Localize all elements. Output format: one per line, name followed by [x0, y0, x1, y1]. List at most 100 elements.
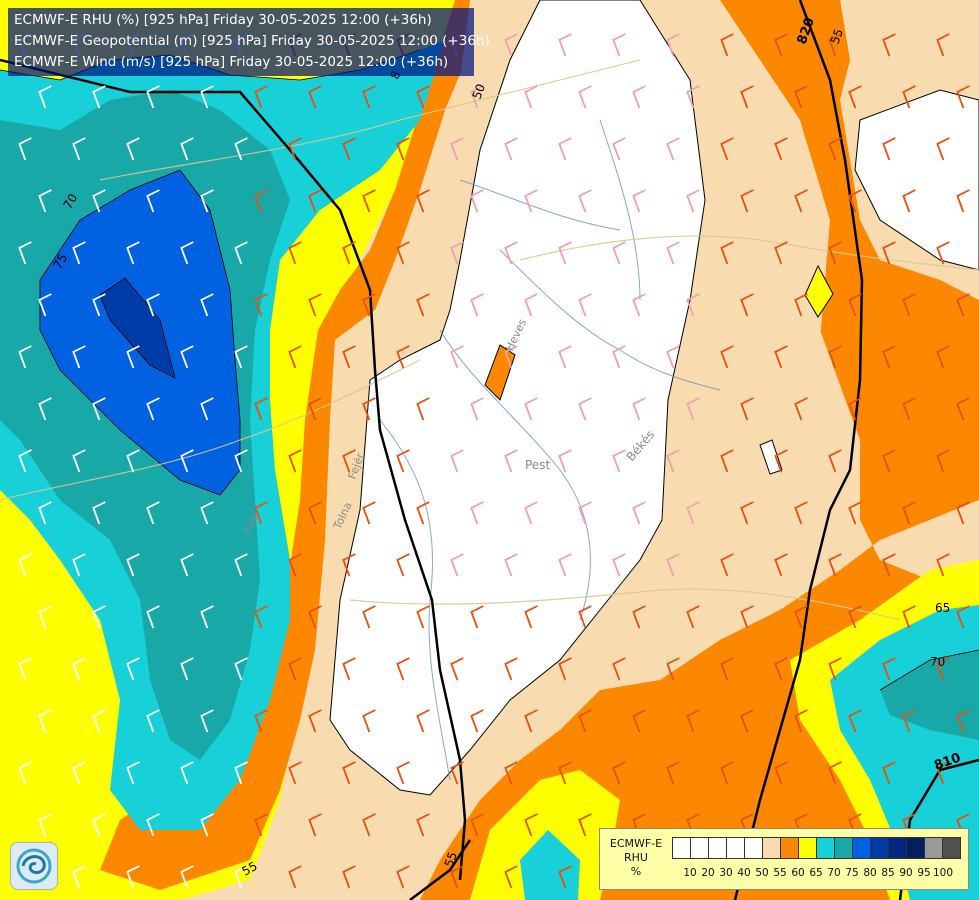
contour-label: 55 — [240, 859, 260, 879]
wind-barbs — [18, 33, 970, 889]
wind-barb — [774, 657, 788, 681]
contour-label: 55 — [442, 850, 460, 869]
contour-label: 70 — [60, 191, 80, 211]
wind-barb — [524, 501, 538, 525]
wind-barb — [882, 449, 896, 473]
wind-barb — [794, 605, 808, 629]
contour-label: 65 — [935, 601, 950, 615]
rh-region-60-west — [100, 0, 490, 890]
wind-barb — [774, 137, 788, 161]
wind-barb — [956, 709, 970, 733]
legend-swatch — [924, 837, 943, 859]
legend-tick-label: 70 — [827, 867, 841, 879]
legend-swatch — [816, 837, 835, 859]
wind-barb — [558, 657, 572, 681]
wind-barb — [612, 137, 626, 161]
wind-barb — [288, 241, 302, 265]
geopotential-line — [409, 839, 472, 900]
wind-barb — [558, 137, 572, 161]
wind-barb — [396, 657, 410, 681]
wind-barb — [92, 709, 106, 733]
wind-barb — [612, 345, 626, 369]
wind-barb — [92, 501, 106, 525]
wind-barb — [200, 85, 214, 109]
legend-swatch — [708, 837, 727, 859]
wind-barb — [146, 85, 160, 109]
wind-barb — [720, 657, 734, 681]
wind-barb — [828, 33, 842, 57]
wind-barb — [38, 293, 52, 317]
river-lines — [379, 119, 721, 781]
wind-barb — [180, 449, 194, 473]
wind-barb — [558, 33, 572, 57]
wind-barb — [470, 605, 484, 629]
wind-barb — [72, 657, 86, 681]
wind-barb — [450, 449, 464, 473]
wind-barb — [504, 657, 518, 681]
wind-barb — [578, 709, 592, 733]
wind-barb — [362, 293, 376, 317]
wind-barb — [902, 85, 916, 109]
wind-barb — [470, 397, 484, 421]
wind-barb — [416, 501, 430, 525]
wind-barb — [146, 501, 160, 525]
wind-barb — [362, 85, 376, 109]
wind-barb — [126, 241, 140, 265]
legend-title-model: ECMWF-E — [609, 837, 663, 850]
wind-barb — [18, 761, 32, 785]
wind-barb — [882, 33, 896, 57]
wind-barb — [774, 761, 788, 785]
wind-barb — [18, 137, 32, 161]
wind-barb — [396, 761, 410, 785]
wind-barb — [146, 605, 160, 629]
wind-barb — [450, 553, 464, 577]
contour-label: 70 — [930, 655, 945, 669]
wind-barb — [578, 813, 592, 837]
wind-barb — [18, 449, 32, 473]
wind-barb — [396, 865, 410, 889]
wind-barb — [666, 33, 680, 57]
wind-barb — [936, 553, 950, 577]
rh-blob-50-east — [759, 439, 783, 475]
wind-barb — [396, 553, 410, 577]
wind-barb — [200, 501, 214, 525]
wind-barb — [956, 293, 970, 317]
wind-barb — [902, 189, 916, 213]
wind-barb — [848, 189, 862, 213]
legend-tick-label: 50 — [755, 867, 769, 879]
legend-tick-label: 65 — [809, 867, 823, 879]
wind-barb — [740, 605, 754, 629]
wind-barb — [288, 553, 302, 577]
wind-barb — [470, 813, 484, 837]
wind-barb — [234, 241, 248, 265]
wind-barb — [72, 241, 86, 265]
wind-barb — [362, 189, 376, 213]
wind-barb — [578, 605, 592, 629]
wind-barb — [200, 605, 214, 629]
wind-barb — [882, 137, 896, 161]
wind-barb — [740, 189, 754, 213]
wind-barb — [146, 189, 160, 213]
wind-barb — [396, 449, 410, 473]
wind-barb — [470, 293, 484, 317]
wind-barb — [740, 85, 754, 109]
contour-label: 75 — [50, 251, 70, 271]
wind-barb — [362, 709, 376, 733]
wind-barb — [342, 761, 356, 785]
wind-barb — [558, 449, 572, 473]
wind-barb — [578, 85, 592, 109]
wind-barb — [234, 553, 248, 577]
wind-barb — [720, 137, 734, 161]
wind-barb — [362, 605, 376, 629]
wind-barb — [92, 605, 106, 629]
wind-barb — [632, 501, 646, 525]
legend-ticks: 10 20 30 40 50 55 60 65 70 75 80 85 90 95 100 — [672, 867, 953, 879]
wind-barb — [342, 865, 356, 889]
wind-barb — [308, 85, 322, 109]
wind-barb — [18, 241, 32, 265]
wind-barb — [180, 137, 194, 161]
wind-barb — [308, 189, 322, 213]
wind-barb — [146, 293, 160, 317]
wind-barb — [828, 761, 842, 785]
wind-barb — [632, 189, 646, 213]
